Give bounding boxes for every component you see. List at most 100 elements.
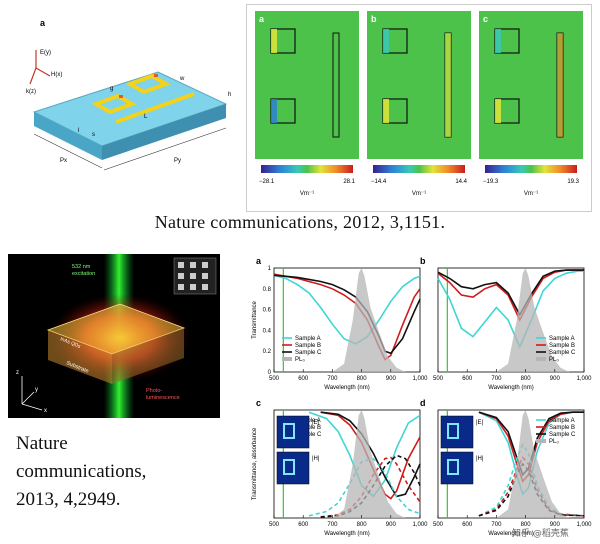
x-axis-title: Wavelength (nm)	[488, 531, 533, 537]
y-axis-label: y	[35, 387, 38, 393]
z-axis-label: z	[16, 370, 19, 376]
field-map-label-c: c	[483, 14, 488, 24]
x-axis-label: x	[44, 408, 47, 414]
panel-label-c: c	[256, 398, 261, 408]
x-tick-label: 700	[327, 376, 338, 382]
colorbar-unit-a: Vm⁻¹	[300, 191, 314, 197]
rod-field	[445, 33, 451, 137]
dim-Px: Px	[60, 158, 67, 164]
legend-label: Sample C	[295, 350, 322, 356]
panel-label-b: b	[420, 256, 426, 266]
field-inset-ring	[447, 459, 459, 475]
y-tick-label: 1	[268, 266, 272, 272]
x-tick-label: 600	[298, 376, 309, 382]
citation-2013-line-1: Nature	[16, 433, 68, 454]
x-tick-label: 700	[491, 522, 502, 528]
k-axis-label: k(z)	[26, 89, 36, 95]
spectra-figure: a 500 600 700 800 900 1,000 Wavelength (nm) 0 0.2…	[248, 254, 592, 544]
ring-field	[383, 99, 389, 123]
inset-label: |H|	[476, 456, 484, 462]
citation-2013: Nature communications, 2013, 4,2949.	[16, 430, 236, 514]
colorbar-b	[373, 165, 465, 173]
excitation-label-2: excitation	[72, 271, 95, 277]
x-tick-label: 900	[386, 522, 397, 528]
colorbar-min-a: −28.1	[259, 179, 275, 185]
x-axis-title: Wavelength (nm)	[324, 531, 369, 537]
y-axis-title: Transmittance, absorbance	[252, 427, 258, 500]
inset-label: |E|	[312, 420, 320, 426]
x-tick-label: 700	[327, 522, 338, 528]
citation-2013-line-2: communications,	[16, 461, 147, 482]
x-tick-label: 900	[550, 376, 561, 382]
x-tick-label: 800	[521, 522, 532, 528]
rod-field	[557, 33, 563, 137]
watermark: 知乎 @稻壳蕉	[512, 529, 569, 539]
x-tick-label: 500	[269, 376, 280, 382]
field-inset-ring	[447, 423, 459, 439]
legend-label: Sample A	[549, 336, 575, 342]
ring-field	[383, 29, 389, 53]
colorbar-unit-b: Vm⁻¹	[412, 191, 426, 197]
split-ring-resonator	[91, 73, 195, 124]
spectrum-chart-d: d 500 600 700 800 900 1,000 Wavelength (nm) Samp…	[420, 398, 592, 537]
x-tick-label: 600	[462, 376, 473, 382]
series-pl	[496, 410, 570, 518]
colorbar-min-c: −19.3	[483, 179, 499, 185]
y-tick-label: 0.6	[263, 308, 272, 314]
inset-label: |H|	[312, 456, 320, 462]
y-tick-label: 0.2	[263, 349, 272, 355]
x-axis-title: Wavelength (nm)	[488, 385, 533, 391]
field-map-label-a: a	[259, 14, 265, 24]
colorbar-c	[485, 165, 577, 173]
field-inset-ring	[283, 423, 295, 439]
excitation-label-1: 532 nm	[72, 264, 91, 270]
x-tick-label: 600	[298, 522, 309, 528]
substrate-slab	[32, 71, 228, 160]
legend-label: Sample B	[549, 343, 575, 349]
ring-field	[271, 29, 277, 53]
citation-2012: Nature communications, 2012, 3,1151.	[154, 212, 446, 232]
legend-label: Sample A	[295, 336, 321, 342]
rod-outline	[332, 32, 340, 138]
pl-label-1: Photo-	[146, 388, 162, 394]
colorbar-max-c: 19.3	[567, 179, 579, 185]
axis-triad-icon: E(y) H(x) k(z)	[26, 50, 62, 95]
device-illustration: 532 nm excitation Photo- luminescence Su…	[8, 254, 220, 418]
x-tick-label: 500	[433, 376, 444, 382]
x-tick-label: 900	[386, 376, 397, 382]
x-axis-title: Wavelength (nm)	[324, 385, 369, 391]
dim-w: w	[179, 76, 185, 82]
legend-label: Sample C	[549, 350, 576, 356]
y-tick-label: 0	[268, 370, 272, 376]
x-tick-label: 800	[357, 376, 368, 382]
ring-field	[495, 99, 501, 123]
series-pl	[496, 268, 570, 372]
legend-label: Sample A	[549, 418, 575, 424]
e-axis-label: E(y)	[40, 50, 51, 56]
series-sample-a	[437, 270, 584, 350]
panel-label-a: a	[40, 18, 46, 28]
dim-Py: Py	[174, 158, 181, 164]
legend-label: PL₀	[549, 357, 559, 363]
h-axis-label: H(x)	[51, 72, 62, 78]
dim-h: h	[228, 92, 231, 98]
legend-label: Sample C	[549, 432, 576, 438]
spectrum-chart-b: b 500 600 700 800 900 1,000 Wavelength (nm) Samp…	[420, 256, 592, 391]
x-tick-label: 1,000	[576, 376, 592, 382]
svg-text:Photo- luminescence: Photo- luminescence	[146, 388, 180, 401]
y-tick-label: 0.4	[263, 328, 272, 334]
panel-label-d: d	[420, 398, 426, 408]
field-maps-figure: a −28.1 28.1 Vm⁻¹ b −14.4 14.4 Vm⁻¹ c −19.3 19.3 Vm…	[246, 4, 592, 212]
y-tick-label: 0.8	[263, 287, 272, 293]
colorbar-max-a: 28.1	[343, 179, 355, 185]
dim-l: l	[78, 128, 79, 134]
field-map-label-b: b	[371, 14, 377, 24]
x-tick-label: 500	[433, 522, 444, 528]
x-tick-label: 1,000	[576, 522, 592, 528]
x-tick-label: 800	[357, 522, 368, 528]
x-tick-label: 1,000	[412, 522, 428, 528]
dim-L: L	[144, 114, 148, 120]
y-axis-title: Transmittance	[252, 300, 258, 338]
axis-triad-icon	[21, 376, 43, 411]
svg-text:532 nm excitation: 532 nm excitation	[72, 264, 95, 277]
